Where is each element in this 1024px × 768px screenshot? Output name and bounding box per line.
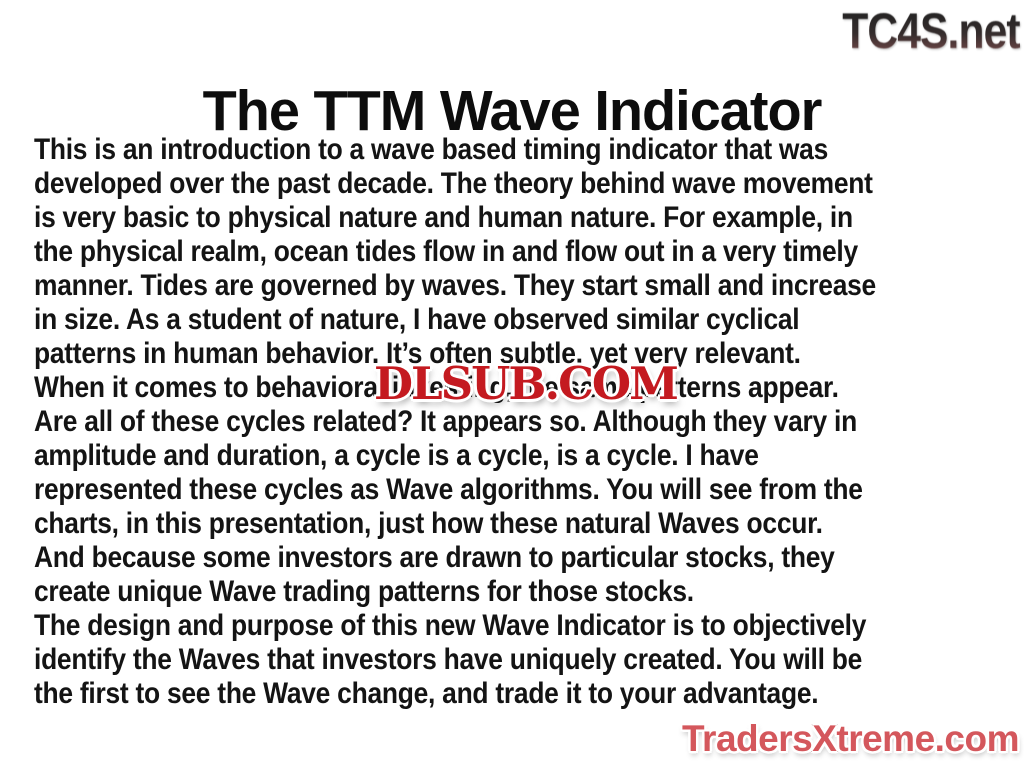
body-line: is very basic to physical nature and hum…: [34, 201, 853, 234]
body-line: in size. As a student of nature, I have …: [34, 303, 800, 336]
body-line: the physical realm, ocean tides flow in …: [34, 235, 858, 268]
tradersxtreme-watermark: TradersXtreme.com: [681, 717, 1020, 760]
body-line: identify the Waves that investors have u…: [34, 643, 863, 676]
tc4s-watermark: TC4S.net: [842, 3, 1021, 59]
slide-title: The TTM Wave Indicator: [202, 79, 823, 144]
body-line: When it comes to behavioral investing, t…: [34, 371, 839, 404]
body-line: represented these cycles as Wave algorit…: [34, 473, 863, 506]
body-line: developed over the past decade. The theo…: [34, 167, 873, 200]
body-line: And because some investors are drawn to …: [34, 541, 835, 574]
body-line: patterns in human behavior. It’s often s…: [34, 337, 801, 370]
body-line: the first to see the Wave change, and tr…: [34, 677, 819, 710]
slide-body-text: This is an introduction to a wave based …: [34, 133, 876, 711]
body-line: manner. Tides are governed by waves. The…: [34, 269, 876, 302]
body-line: This is an introduction to a wave based …: [34, 133, 829, 166]
body-line: charts, in this presentation, just how t…: [34, 507, 823, 540]
dlsub-watermark: DLSUB.COM: [373, 356, 680, 411]
body-line: amplitude and duration, a cycle is a cyc…: [34, 439, 759, 472]
body-line: Are all of these cycles related? It appe…: [34, 405, 857, 438]
body-line: create unique Wave trading patterns for …: [34, 575, 694, 608]
body-line: The design and purpose of this new Wave …: [34, 609, 867, 642]
